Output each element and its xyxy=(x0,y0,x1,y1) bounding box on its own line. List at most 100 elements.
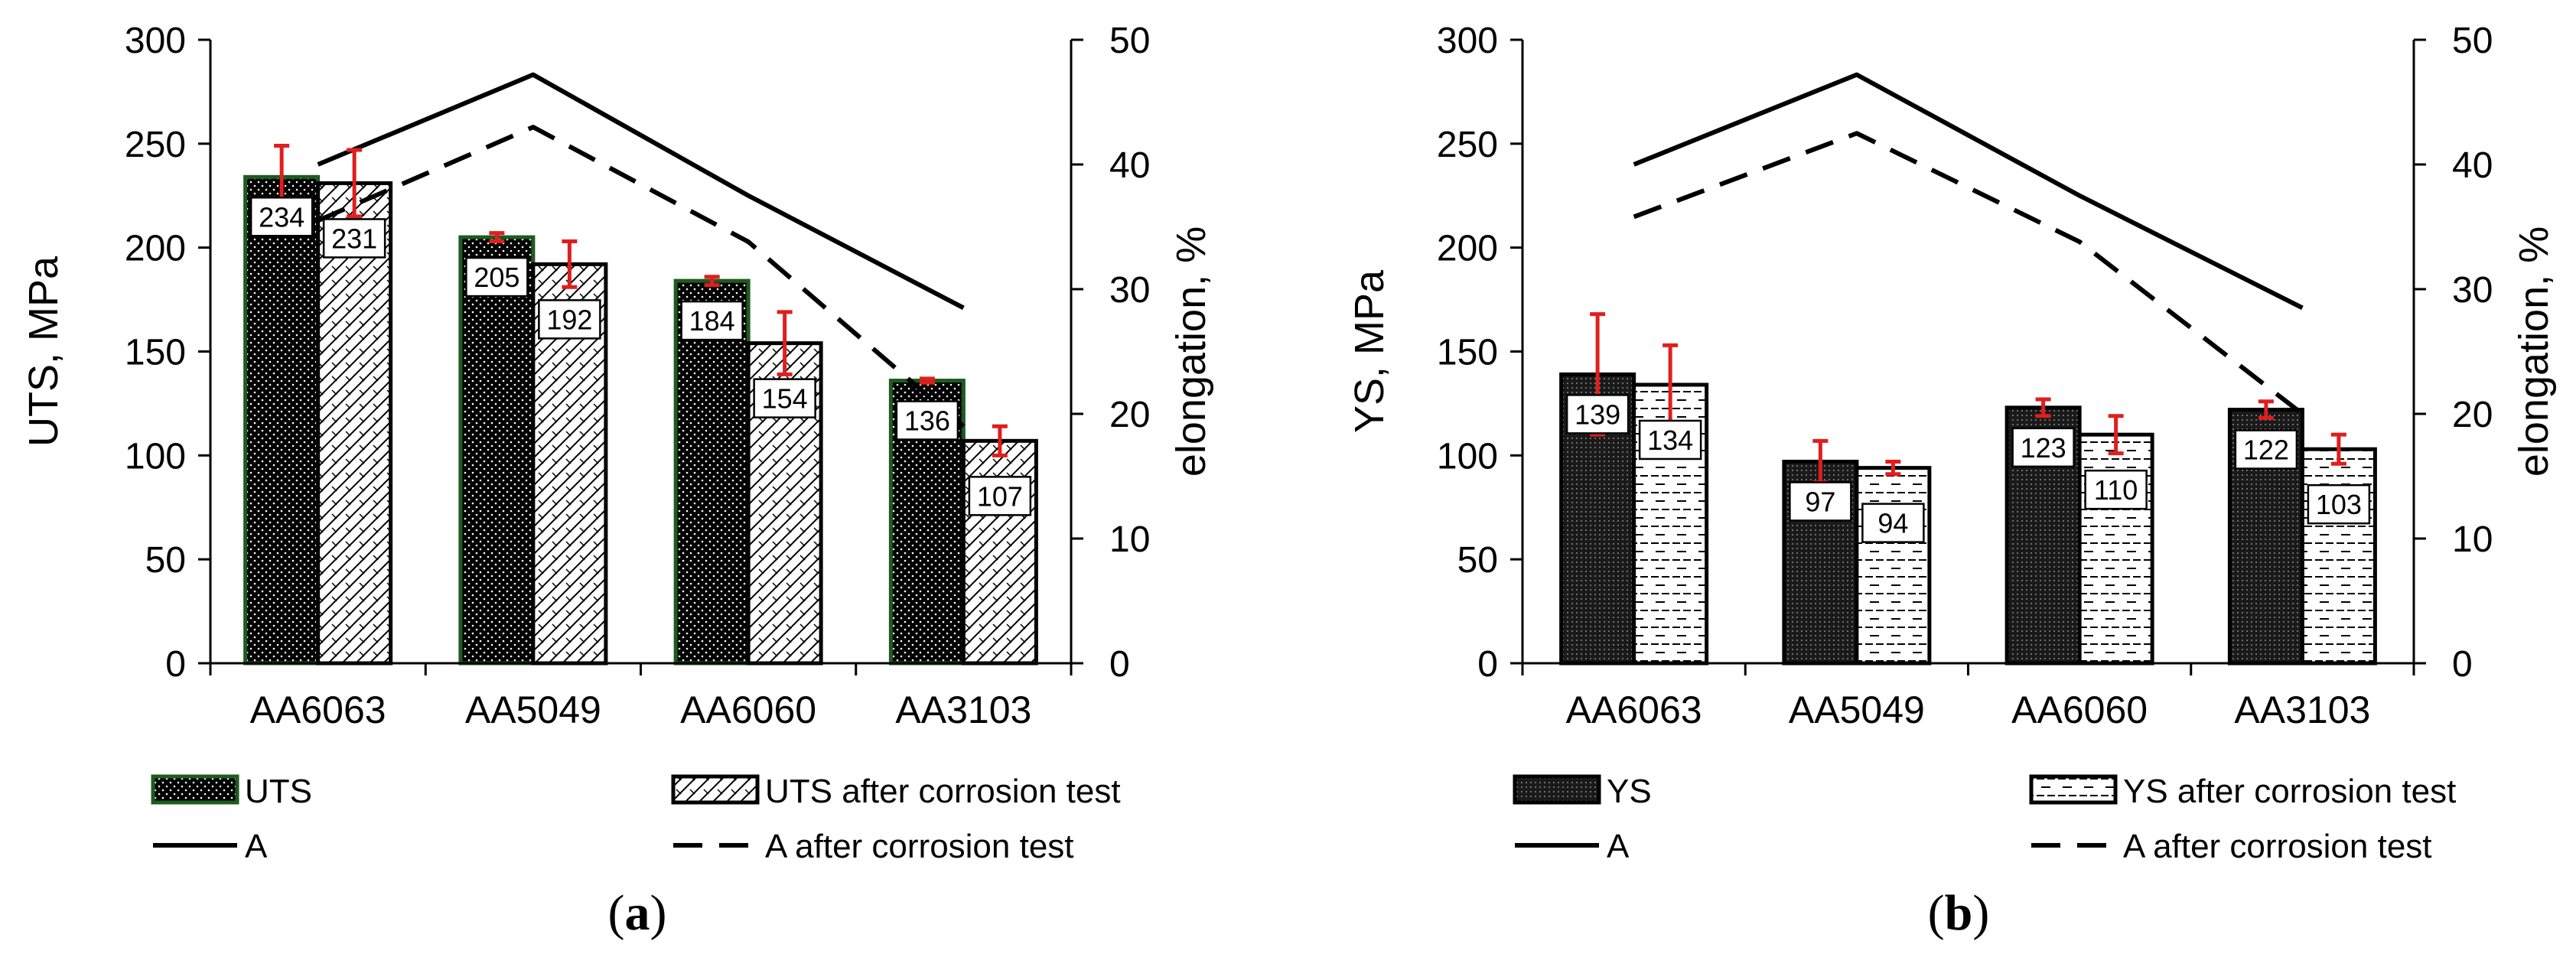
data-label-box-uts-aa3103 xyxy=(895,400,959,441)
data-label-uts-after-corrosion-test-aa5049: 192 xyxy=(546,304,592,335)
data-label-box-uts-after-corrosion-test-aa5049 xyxy=(538,299,601,340)
y2-tick-label-50: 50 xyxy=(1109,21,1150,61)
data-label-box-ys-after-corrosion-test-aa3103 xyxy=(2307,483,2371,525)
y2-tick-label-0: 0 xyxy=(2452,644,2473,685)
x-tick-label-aa6063: AA6063 xyxy=(250,688,386,731)
data-label-box-uts-after-corrosion-test-aa6060 xyxy=(753,378,816,418)
bar-ys-after-corrosion-test-aa6060 xyxy=(2077,432,2154,666)
data-label-box-uts-aa6060 xyxy=(680,300,744,341)
data-label-box-uts-after-corrosion-test-aa3103 xyxy=(968,476,1032,516)
bar-uts-aa6063 xyxy=(243,174,321,666)
y2-tick-label-40: 40 xyxy=(1109,145,1150,186)
data-label-ys-after-corrosion-test-aa3103: 103 xyxy=(2316,489,2362,520)
legend-swatch-ys-after-corrosion-test xyxy=(2029,774,2118,805)
data-label-box-ys-aa3103 xyxy=(2234,429,2298,470)
data-label-ys-after-corrosion-test-aa6060: 110 xyxy=(2094,474,2138,506)
y2-tick-label-10: 10 xyxy=(2452,519,2493,560)
legend-label-a: A xyxy=(245,828,268,865)
y-tick-label-200: 200 xyxy=(125,229,186,269)
data-label-ys-after-corrosion-test-aa6063: 134 xyxy=(1647,425,1693,456)
y-axis-title: YS, MPa xyxy=(1347,269,1392,433)
panel-caption-letter: b xyxy=(1945,885,1973,941)
y-tick-label-0: 0 xyxy=(165,644,186,685)
data-label-ys-aa6063: 139 xyxy=(1575,399,1620,430)
y2-tick-label-20: 20 xyxy=(2452,395,2493,435)
y-tick-label-300: 300 xyxy=(125,21,186,61)
data-label-uts-aa6063: 234 xyxy=(259,201,304,233)
y-tick-label-150: 150 xyxy=(1437,333,1498,373)
x-tick-label-aa5049: AA5049 xyxy=(1789,688,1925,731)
bar-ys-after-corrosion-test-aa3103 xyxy=(2300,447,2377,666)
x-tick-label-aa3103: AA3103 xyxy=(895,688,1031,731)
panel-caption: (a) xyxy=(608,885,667,941)
bar-ys-after-corrosion-test-aa5049 xyxy=(1855,466,1932,666)
line-a-after-corrosion-test xyxy=(1633,131,2304,416)
data-label-ys-aa6060: 123 xyxy=(2021,432,2066,464)
y-tick-label-150: 150 xyxy=(125,333,186,373)
y-tick-label-250: 250 xyxy=(1437,125,1498,165)
legend-label-ys: YS xyxy=(1607,773,1652,810)
data-label-box-uts-after-corrosion-test-aa6063 xyxy=(322,218,386,259)
legend-label-a: A xyxy=(1607,828,1630,865)
data-label-box-ys-aa6063 xyxy=(1565,394,1630,435)
panel-caption-open: ( xyxy=(608,885,625,941)
data-label-box-ys-after-corrosion-test-aa6060 xyxy=(2084,469,2148,510)
data-label-ys-after-corrosion-test-aa5049: 94 xyxy=(1877,508,1908,539)
y2-tick-label-30: 30 xyxy=(1109,270,1150,311)
data-label-uts-after-corrosion-test-aa6060: 154 xyxy=(762,383,808,415)
panel-caption-open: ( xyxy=(1928,885,1945,941)
y2-tick-label-0: 0 xyxy=(1109,644,1130,685)
x-tick-label-aa6060: AA6060 xyxy=(680,688,816,731)
y-tick-label-0: 0 xyxy=(1477,644,1498,685)
data-label-uts-after-corrosion-test-aa3103: 107 xyxy=(977,480,1023,512)
x-tick-label-aa6063: AA6063 xyxy=(1566,688,1702,731)
bar-uts-aa5049 xyxy=(458,235,536,666)
data-label-box-ys-after-corrosion-test-aa5049 xyxy=(1861,503,1925,543)
y-tick-label-100: 100 xyxy=(125,436,186,477)
x-tick-label-aa6060: AA6060 xyxy=(2011,688,2148,731)
legend-swatch-ys xyxy=(1513,774,1601,805)
data-label-box-ys-after-corrosion-test-aa6063 xyxy=(1638,419,1702,461)
line-a xyxy=(1633,72,2304,311)
legend-label-a-after-corrosion-test: A after corrosion test xyxy=(2123,828,2432,865)
bar-uts-after-corrosion-test-aa3103 xyxy=(961,438,1038,666)
legend-swatch-uts xyxy=(151,774,239,805)
y-tick-label-50: 50 xyxy=(145,540,186,581)
y2-tick-label-40: 40 xyxy=(2452,145,2493,186)
legend-label-uts-after-corrosion-test: UTS after corrosion test xyxy=(765,773,1121,810)
y-axis-title: UTS, MPa xyxy=(21,256,67,447)
chart-panel-a: 2342051841362311921541070501001502002503… xyxy=(21,21,1214,941)
data-label-box-ys-aa6060 xyxy=(2011,427,2075,468)
line-a xyxy=(317,72,965,311)
line-a-after-corrosion-test xyxy=(317,125,966,428)
panel-caption-close: ) xyxy=(650,885,667,941)
data-label-ys-aa5049: 97 xyxy=(1805,486,1835,517)
legend-swatch-uts-after-corrosion-test xyxy=(671,774,760,805)
legend-label-ys-after-corrosion-test: YS after corrosion test xyxy=(2123,773,2456,810)
y2-tick-label-50: 50 xyxy=(2452,21,2493,61)
y-tick-label-200: 200 xyxy=(1437,229,1498,269)
data-label-box-ys-aa5049 xyxy=(1789,481,1852,522)
y2-axis-title: elongation, % xyxy=(1168,226,1214,477)
legend-label-uts: UTS xyxy=(245,773,312,810)
data-label-box-uts-aa5049 xyxy=(465,256,529,298)
data-label-uts-aa3103: 136 xyxy=(904,405,950,437)
data-label-uts-aa5049: 205 xyxy=(474,262,519,293)
x-tick-label-aa3103: AA3103 xyxy=(2234,688,2370,731)
panel-caption-letter: a xyxy=(625,885,650,941)
y2-tick-label-10: 10 xyxy=(1109,519,1150,560)
y-tick-label-300: 300 xyxy=(1437,21,1498,61)
x-tick-label-aa5049: AA5049 xyxy=(465,688,601,731)
data-label-box-uts-aa6063 xyxy=(249,197,314,237)
panel-caption-close: ) xyxy=(1972,885,1989,941)
bar-uts-aa6060 xyxy=(673,278,751,666)
y2-tick-label-20: 20 xyxy=(1109,395,1150,435)
panel-caption: (b) xyxy=(1928,885,1990,941)
data-label-uts-aa6060: 184 xyxy=(689,305,735,337)
y-tick-label-250: 250 xyxy=(125,125,186,165)
legend-label-a-after-corrosion-test: A after corrosion test xyxy=(765,828,1074,865)
data-label-ys-aa3103: 122 xyxy=(2243,435,2289,466)
y-tick-label-50: 50 xyxy=(1457,540,1498,581)
